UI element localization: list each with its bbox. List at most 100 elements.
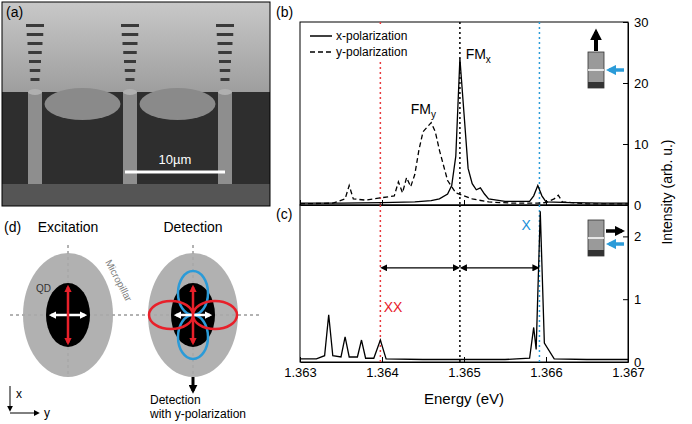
chart-panel: 0102030FMxFMy(b)Intensity (arb. u.) (276, 4, 675, 245)
y-tick-mark (623, 362, 628, 363)
peak-label: XX (384, 299, 403, 315)
sem-slit (126, 78, 135, 81)
peak-label-subscript: y (431, 109, 436, 120)
sem-slit (123, 51, 137, 54)
micropillar (23, 253, 113, 377)
x-tick-mark (546, 200, 547, 205)
reference-line (459, 205, 461, 362)
x-tick-mark (464, 200, 465, 205)
sem-slit (26, 24, 44, 27)
icon-emission-arrow (594, 32, 598, 51)
sem-slit (218, 42, 233, 45)
sem-wall (45, 88, 121, 120)
y-tick-label: 20 (634, 76, 648, 91)
x-tick (464, 200, 465, 205)
y-tick-mark (623, 236, 628, 237)
legend-swatch (310, 51, 332, 53)
sem-slit (124, 60, 136, 63)
y-axis-title: Intensity (arb. u.) (659, 139, 675, 244)
sem-pillar (123, 92, 137, 184)
icon-pillar (588, 220, 604, 256)
y-tick: 2 (623, 229, 641, 244)
y-axis: 012 (623, 206, 641, 370)
axis-label: x (16, 387, 22, 401)
legend: x-polarization y-polarization (307, 27, 410, 61)
micropillar (148, 253, 238, 377)
icon-cap (588, 250, 604, 256)
plot-frame (300, 22, 628, 205)
sem-slit (123, 42, 138, 45)
spectrum-line (300, 59, 628, 204)
x-tick-mark (382, 200, 383, 205)
peak-label-text: FM (411, 101, 431, 117)
scale-bar-label: 10µm (159, 152, 192, 167)
micropillar-label: Micropillar (103, 258, 134, 304)
x-tick: 1.363 (284, 357, 317, 380)
peak-label-subscript: x (486, 54, 491, 65)
sem-pillar (28, 92, 42, 184)
y-tick-mark (623, 144, 628, 145)
figure: 10µm(a)(d)ExcitationDetectionMicropillar… (0, 0, 692, 424)
x-tick: 1.365 (448, 357, 481, 380)
y-tick: 0 (623, 355, 641, 370)
sem-slit (30, 69, 41, 72)
icon-excitation-arrow (609, 242, 624, 246)
y-tick-mark (623, 83, 628, 84)
peak-label-text: FM (466, 46, 486, 62)
x-tick-label: 1.366 (530, 365, 563, 380)
quantum-dot (46, 283, 90, 347)
sem-slit (216, 24, 234, 27)
y-axis-line (628, 23, 629, 206)
y-tick: 20 (623, 76, 648, 91)
peak-label-text: X (521, 217, 531, 233)
legend-label: y-polarization (336, 45, 407, 59)
sem-pillar-top (28, 89, 42, 95)
icon-qd-layer (588, 237, 604, 239)
legend-background (307, 27, 410, 61)
chart-panel: 1.3631.3641.3651.3661.367012XXX(c)Energy… (276, 205, 645, 407)
x-tick-label: 1.363 (284, 365, 317, 380)
panel-label: (c) (276, 206, 292, 222)
sem-slit (31, 78, 40, 81)
axis-label: y (44, 406, 50, 420)
y-tick: 30 (623, 15, 648, 30)
x-tick (382, 200, 383, 205)
peak-label: FMy (411, 101, 436, 120)
sem-slit (220, 69, 231, 72)
y-tick-label: 30 (634, 15, 648, 30)
peak-label-text: XX (384, 299, 403, 315)
x-tick: 1.364 (366, 357, 399, 380)
panel-label: (d) (4, 219, 21, 235)
sem-pillar-top (123, 89, 137, 95)
sem-pillar (218, 92, 232, 184)
x-tick-mark (546, 357, 547, 362)
panel-d: (d)ExcitationDetectionMicropillarQDxyDet… (4, 219, 262, 421)
plot-frame (300, 205, 628, 362)
x-tick-mark (382, 357, 383, 362)
x-tick-mark (300, 200, 301, 205)
legend-swatch (310, 35, 332, 37)
peak-label: FMx (466, 46, 491, 65)
sem-slit (27, 33, 44, 36)
y-tick-label: 10 (634, 137, 648, 152)
y-tick-label: 0 (634, 198, 641, 213)
sem-wall (140, 88, 216, 120)
y-tick-mark (623, 299, 628, 300)
peak-label: X (521, 217, 531, 233)
x-axis: 1.3631.3641.3651.3661.367 (284, 357, 645, 380)
x-tick (546, 200, 547, 205)
y-tick: 10 (623, 137, 648, 152)
panel-label: (b) (276, 4, 293, 20)
icon-cap (588, 82, 604, 88)
sem-frame (2, 2, 270, 206)
icon-excitation-arrow (609, 68, 624, 72)
sem-slit (121, 24, 139, 27)
y-axis-line (628, 206, 629, 363)
scale-bar (125, 171, 225, 174)
sem-trench (2, 92, 270, 184)
icon-pillar (588, 52, 604, 88)
legend-label: x-polarization (336, 29, 407, 43)
red-arrow (192, 287, 195, 343)
red-arrow (67, 287, 70, 343)
x-axis-title: Energy (eV) (424, 390, 504, 407)
